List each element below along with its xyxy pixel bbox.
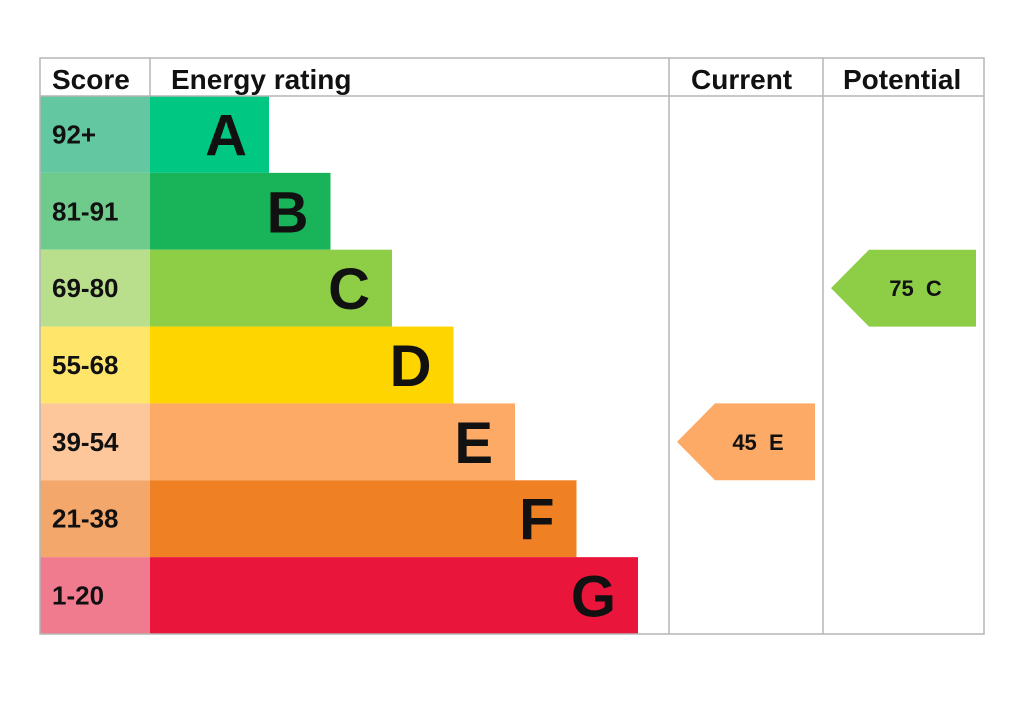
band-letter-e: E: [454, 411, 493, 476]
band-bar-d: [150, 326, 454, 404]
band-bar-a: [150, 96, 269, 173]
band-letter-c: C: [328, 257, 370, 322]
score-label-e: 39-54: [52, 427, 119, 457]
score-label-b: 81-91: [52, 196, 119, 226]
header-score: Score: [52, 64, 130, 95]
arrows-layer: 45 E 75 C: [677, 249, 976, 481]
band-bar-c: [150, 249, 392, 327]
score-cell-f: [40, 480, 150, 558]
score-label-g: 1-20: [52, 581, 104, 611]
score-cell-e: [40, 403, 150, 481]
potential-arrow: [831, 249, 976, 327]
score-cell-a: [40, 96, 150, 173]
score-label-f: 21-38: [52, 504, 119, 534]
band-bar-e: [150, 403, 515, 481]
score-label-c: 69-80: [52, 273, 119, 303]
header-potential: Potential: [843, 64, 961, 95]
potential-arrow-label: 75 C: [889, 276, 942, 301]
score-label-a: 92+: [52, 119, 96, 149]
score-label-d: 55-68: [52, 350, 119, 380]
band-letter-a: A: [205, 103, 247, 168]
score-cell-b: [40, 172, 150, 250]
current-arrow-label: 45 E: [732, 430, 783, 455]
score-cell-d: [40, 326, 150, 404]
header-current: Current: [691, 64, 792, 95]
band-bar-b: [150, 172, 331, 250]
band-letter-g: G: [571, 565, 616, 630]
score-cell-c: [40, 249, 150, 327]
band-bar-g: [150, 557, 638, 634]
band-bar-f: [150, 480, 577, 558]
band-letter-d: D: [390, 334, 432, 399]
band-letter-b: B: [267, 180, 309, 245]
grid-layer: [39, 57, 985, 635]
current-arrow: [677, 403, 815, 481]
table-border: [39, 57, 985, 635]
bands-layer: 92+ A 81-91 B 69-80 C 55-68 D 39-54 E 21-38 F 1-20 G: [40, 96, 638, 634]
band-letter-f: F: [519, 488, 554, 553]
score-cell-g: [40, 557, 150, 634]
header-energy-rating: Energy rating: [171, 64, 351, 95]
